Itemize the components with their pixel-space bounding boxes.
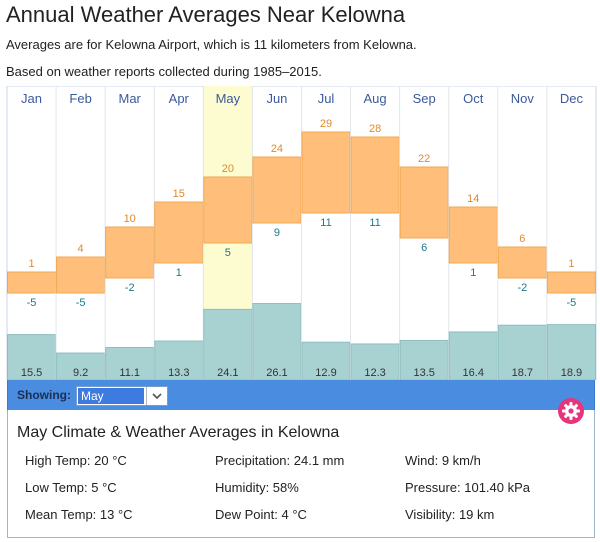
low-temp-label: -2 [517,282,527,294]
precip-bar [154,340,204,380]
low-temp-label: 6 [421,242,427,254]
month-select[interactable]: May [76,386,168,406]
precip-value-label: 16.4 [463,367,484,379]
precip-value-label: 12.3 [364,367,385,379]
low-temp-label: 5 [225,247,231,259]
precip-bar [546,324,596,380]
precip-value-label: 12.9 [315,367,336,379]
temp-range-bar [301,131,351,214]
temp-range-bar [399,166,449,239]
month-label: Nov [511,91,535,106]
precip-bar [105,346,155,380]
low-temp-label: -5 [76,297,86,309]
gear-icon[interactable] [558,398,584,424]
month-label: Jan [21,91,42,106]
details-panel: May Climate & Weather Averages in Kelown… [7,410,595,538]
high-temp-label: 29 [320,118,332,130]
high-temp-label: 24 [271,143,283,155]
precip-value-label: 24.1 [217,367,238,379]
precip-bar [399,339,449,380]
monthly-weather-chart: Jan1-515.5Feb4-59.2Mar10-211.1Apr15113.3… [6,86,597,380]
low-temp-label: -5 [567,297,577,309]
stat-pressure: Pressure: 101.40 kPa [405,480,531,495]
high-temp-label: 15 [173,188,185,200]
month-label: Mar [119,91,142,106]
precip-value-label: 18.9 [561,367,582,379]
low-temp-label: -5 [27,297,37,309]
precip-bar [350,343,400,380]
page-title: Annual Weather Averages Near Kelowna [6,2,406,27]
temp-range-bar [105,226,155,279]
precip-value-label: 11.1 [119,367,140,379]
precip-value-label: 13.3 [168,367,189,379]
showing-bar: Showing: May [7,380,595,410]
stat-precipitation: Precipitation: 24.1 mm [215,453,345,468]
temp-range-bar [7,271,57,294]
high-temp-label: 20 [222,163,234,175]
low-temp-label: -2 [125,282,135,294]
month-label: Oct [463,91,484,106]
low-temp-label: 9 [274,227,280,239]
temp-range-bar [497,246,547,279]
high-temp-label: 14 [467,193,479,205]
low-temp-label: 11 [320,217,331,229]
stat-high-temp: High Temp: 20 °C [25,453,127,468]
temp-range-bar [203,176,253,244]
low-temp-label: 1 [176,267,182,279]
temp-range-bar [448,206,498,264]
temp-range-bar [154,201,204,264]
precip-value-label: 13.5 [413,367,434,379]
precip-bar [497,324,547,380]
chevron-down-icon[interactable] [146,387,167,405]
month-select-value: May [78,388,144,404]
month-label: Feb [69,91,91,106]
precip-value-label: 15.5 [21,367,42,379]
high-temp-label: 4 [78,243,84,255]
month-label: Jun [266,91,287,106]
stat-mean-temp: Mean Temp: 13 °C [25,507,133,522]
month-label: Jul [318,91,335,106]
period-note: Based on weather reports collected durin… [6,64,322,79]
precip-bar [56,352,106,380]
precip-value-label: 9.2 [73,367,88,379]
precip-value-label: 18.7 [512,367,533,379]
precip-bar [301,341,351,380]
high-temp-label: 6 [519,233,525,245]
stat-humidity: Humidity: 58% [215,480,299,495]
month-label: Sep [413,91,436,106]
stat-low-temp: Low Temp: 5 °C [25,480,117,495]
precip-value-label: 26.1 [266,367,287,379]
low-temp-label: 1 [470,267,476,279]
low-temp-label: 11 [369,217,380,229]
month-label: May [216,91,241,106]
month-label: Dec [560,91,584,106]
temp-range-bar [546,271,596,294]
details-title: May Climate & Weather Averages in Kelown… [17,424,340,441]
stat-visibility: Visibility: 19 km [405,507,495,522]
temp-range-bar [252,156,302,224]
stat-dew-point: Dew Point: 4 °C [215,507,307,522]
high-temp-label: 22 [418,153,430,165]
stat-wind: Wind: 9 km/h [405,453,481,468]
high-temp-label: 28 [369,123,381,135]
high-temp-label: 1 [568,258,574,270]
month-label: Apr [169,91,190,106]
high-temp-label: 1 [28,258,34,270]
high-temp-label: 10 [124,213,136,225]
location-note: Averages are for Kelowna Airport, which … [6,37,417,52]
showing-label: Showing: [17,388,71,402]
temp-range-bar [56,256,106,294]
month-label: Aug [364,91,387,106]
temp-range-bar [350,136,400,214]
precip-bar [7,334,57,380]
